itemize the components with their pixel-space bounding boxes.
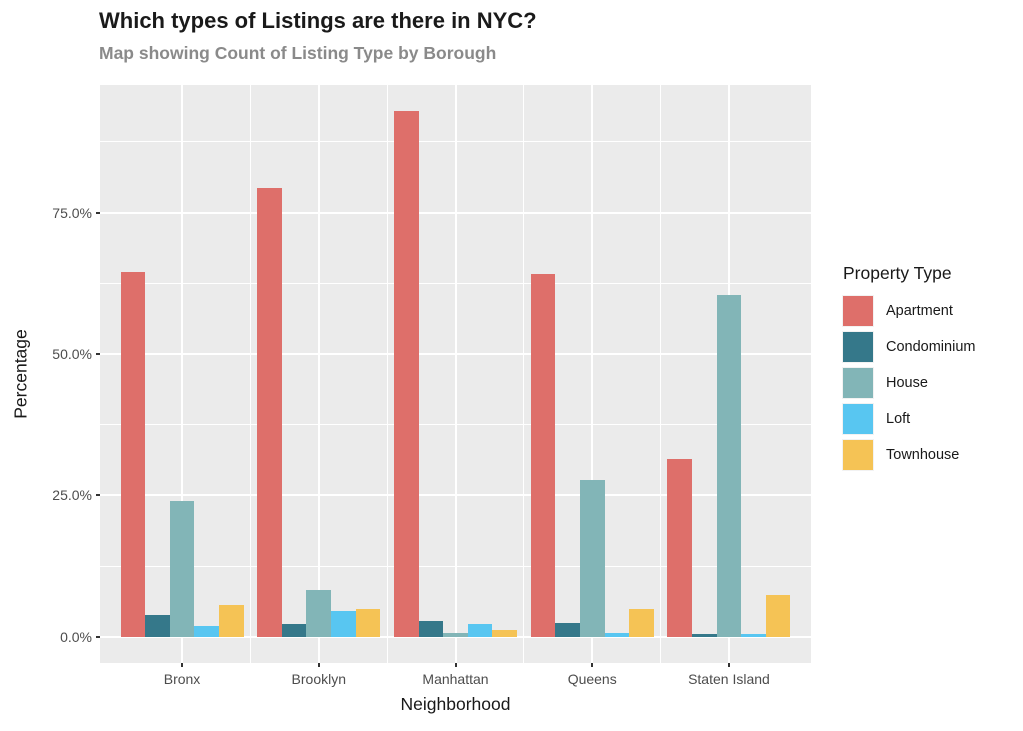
bar-townhouse: [492, 629, 518, 637]
bar-house: [306, 589, 332, 637]
bar-apartment: [120, 271, 146, 637]
bar-condominium: [281, 623, 307, 637]
y-axis-title: Percentage: [10, 329, 31, 419]
y-tick-mark: [96, 211, 100, 214]
bar-townhouse: [629, 609, 654, 637]
x-tick-mark: [181, 663, 184, 667]
legend-item-condominium: Condominium: [842, 330, 976, 363]
bar-apartment: [530, 273, 556, 637]
bar-group-queens: [530, 85, 654, 637]
legend-item-townhouse: Townhouse: [842, 438, 975, 471]
legend-item-apartment: Apartment: [842, 294, 975, 327]
legend: Property Type Apartment Condominium House L…: [842, 263, 976, 475]
bar-apartment: [393, 111, 419, 637]
chart-subtitle: Map showing Count of Listing Type by Bor…: [99, 43, 497, 63]
chart-title: Which types of Listings are there in NYC…: [99, 8, 537, 33]
gridline-minor-v: [249, 85, 251, 663]
bar-condominium: [555, 622, 580, 637]
bar-apartment: [257, 188, 282, 637]
legend-label: Condominium: [886, 338, 976, 355]
legend-item-loft: Loft: [842, 402, 975, 435]
legend-swatch-house: [842, 366, 874, 399]
y-tick-label: 0.0%: [60, 628, 92, 645]
x-tick-mark: [317, 663, 320, 667]
gridline-major-v: [181, 85, 184, 663]
legend-title: Property Type: [843, 263, 952, 283]
legend-swatch-loft: [842, 402, 874, 435]
y-tick-label: 75.0%: [52, 204, 92, 221]
bar-group-brooklyn: [257, 85, 381, 637]
x-tick-label: Manhattan: [422, 671, 489, 687]
bar-house: [579, 479, 605, 637]
x-tick-label: Queens: [567, 671, 617, 687]
gridline-major-v: [591, 85, 594, 663]
gridline-minor-v: [660, 85, 662, 663]
x-tick-mark: [727, 663, 730, 667]
legend-swatch-apartment: [842, 294, 874, 327]
legend-label: Townhouse: [886, 446, 960, 463]
plot-panel: [100, 85, 811, 663]
bar-townhouse: [218, 605, 244, 637]
legend-items: Apartment Condominium House Loft Townhouse: [842, 294, 976, 471]
y-tick-label: 50.0%: [52, 345, 92, 362]
bar-loft: [194, 626, 219, 637]
x-axis-title: Neighborhood: [400, 694, 511, 714]
bar-house: [169, 501, 195, 637]
legend-label: Loft: [886, 410, 911, 427]
bar-condominium: [418, 620, 444, 637]
x-tick-label: Bronx: [163, 671, 201, 687]
bar-loft: [741, 634, 766, 637]
y-tick-label: 25.0%: [52, 487, 92, 504]
x-tick-label: Staten Island: [688, 671, 770, 687]
y-tick-mark: [96, 635, 100, 638]
legend-label: House: [886, 374, 928, 391]
legend-item-house: House: [842, 366, 975, 399]
gridline-minor-v: [386, 85, 388, 663]
bar-townhouse: [765, 595, 791, 637]
gridline-minor-v: [523, 85, 525, 663]
bar-condominium: [692, 633, 717, 637]
gridline-major-v: [317, 85, 320, 663]
y-tick-mark: [96, 494, 100, 497]
bar-house: [716, 295, 742, 637]
bar-loft: [331, 610, 356, 637]
y-tick-mark: [96, 352, 100, 355]
x-tick-mark: [454, 663, 457, 667]
bar-apartment: [667, 459, 693, 637]
legend-swatch-condominium: [842, 330, 874, 363]
x-tick-mark: [591, 663, 594, 667]
bar-loft: [604, 632, 630, 637]
bar-loft: [467, 623, 493, 637]
bar-house: [443, 632, 468, 637]
gridline-major-v: [454, 85, 457, 663]
x-tick-label: Brooklyn: [291, 671, 346, 687]
bar-townhouse: [355, 609, 381, 637]
bar-group-staten-island: [667, 85, 791, 637]
legend-label: Apartment: [886, 302, 953, 319]
legend-swatch-townhouse: [842, 438, 874, 471]
bar-condominium: [145, 615, 170, 637]
bar-group-bronx: [120, 85, 244, 637]
bar-group-manhattan: [393, 85, 518, 637]
